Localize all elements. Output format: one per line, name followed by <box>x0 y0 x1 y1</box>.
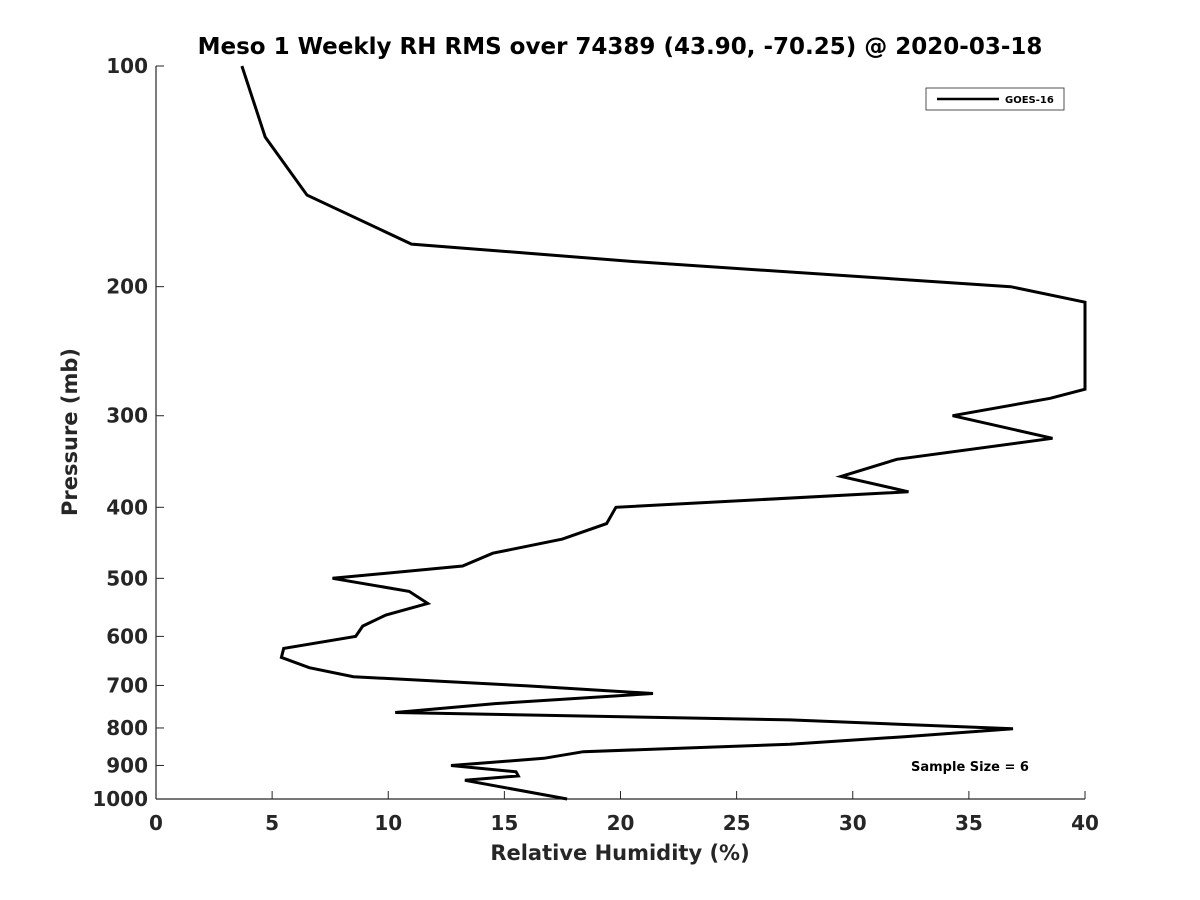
x-tick-label: 15 <box>490 811 518 835</box>
series-lines <box>242 66 1085 799</box>
plot-area <box>156 66 1085 799</box>
sample-size-annotation: Sample Size = 6 <box>911 760 1029 775</box>
y-tick-label: 100 <box>106 54 148 78</box>
x-tick-label: 20 <box>607 811 635 835</box>
y-tick-label: 400 <box>106 495 148 519</box>
y-axis-label: Pressure (mb) <box>58 348 82 516</box>
y-tick-label: 600 <box>106 624 148 648</box>
x-axis-ticks: 0 5 10 15 20 25 30 35 40 <box>149 791 1099 835</box>
rh-rms-chart: Meso 1 Weekly RH RMS over 74389 (43.90, … <box>0 0 1200 900</box>
y-tick-label: 800 <box>106 716 148 740</box>
x-axis-label: Relative Humidity (%) <box>490 841 749 865</box>
y-tick-label: 700 <box>106 673 148 697</box>
x-tick-label: 5 <box>265 811 279 835</box>
series-line-goes-16 <box>242 66 1085 799</box>
y-tick-label: 200 <box>106 275 148 299</box>
x-tick-label: 35 <box>955 811 983 835</box>
y-tick-label: 500 <box>106 566 148 590</box>
legend: GOES-16 <box>926 88 1064 110</box>
x-tick-label: 10 <box>374 811 402 835</box>
y-tick-label: 900 <box>106 753 148 777</box>
x-tick-label: 25 <box>723 811 751 835</box>
y-tick-label: 300 <box>106 404 148 428</box>
x-tick-label: 40 <box>1071 811 1099 835</box>
x-tick-label: 0 <box>149 811 163 835</box>
y-axis-ticks: 100 200 300 400 500 600 700 800 900 1000 <box>92 54 164 811</box>
x-tick-label: 30 <box>839 811 867 835</box>
chart-title: Meso 1 Weekly RH RMS over 74389 (43.90, … <box>198 34 1043 60</box>
y-tick-label: 1000 <box>92 787 148 811</box>
legend-label-goes-16: GOES-16 <box>1005 95 1054 106</box>
